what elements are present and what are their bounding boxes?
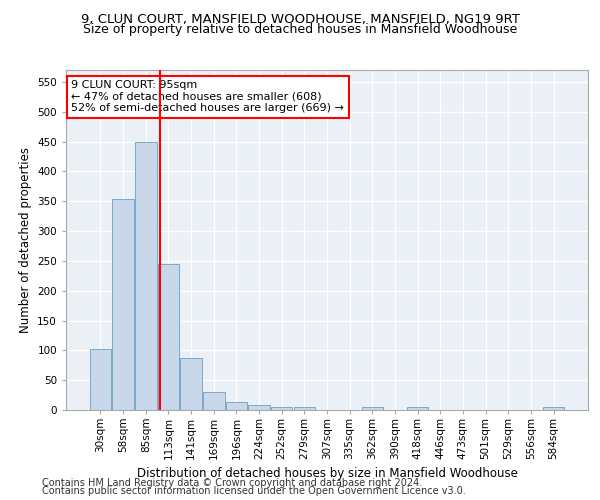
Bar [362,407,383,410]
Text: Size of property relative to detached houses in Mansfield Woodhouse: Size of property relative to detached ho… [83,22,517,36]
Bar [271,407,292,410]
X-axis label: Distribution of detached houses by size in Mansfield Woodhouse: Distribution of detached houses by size … [137,468,517,480]
Text: Contains public sector information licensed under the Open Government Licence v3: Contains public sector information licen… [42,486,466,496]
Bar [158,264,179,410]
Y-axis label: Number of detached properties: Number of detached properties [19,147,32,333]
Bar [181,358,202,410]
Bar [226,402,247,410]
Bar [90,348,111,410]
Bar [248,404,270,410]
Text: Contains HM Land Registry data © Crown copyright and database right 2024.: Contains HM Land Registry data © Crown c… [42,478,422,488]
Bar [203,392,224,410]
Bar [543,407,564,410]
Text: 9 CLUN COURT: 95sqm
← 47% of detached houses are smaller (608)
52% of semi-detac: 9 CLUN COURT: 95sqm ← 47% of detached ho… [71,80,344,114]
Text: 9, CLUN COURT, MANSFIELD WOODHOUSE, MANSFIELD, NG19 9RT: 9, CLUN COURT, MANSFIELD WOODHOUSE, MANS… [80,12,520,26]
Bar [135,142,157,410]
Bar [407,407,428,410]
Bar [293,407,315,410]
Bar [112,200,134,410]
